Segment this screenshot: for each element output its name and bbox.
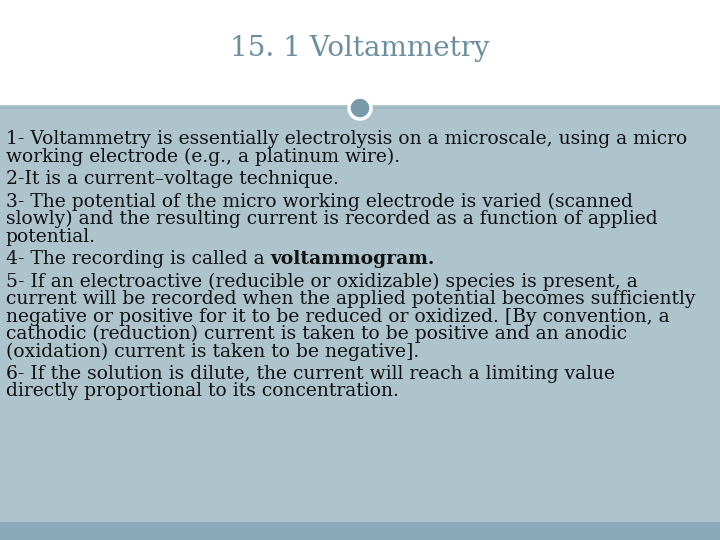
- Circle shape: [349, 97, 371, 119]
- Text: voltammogram.: voltammogram.: [271, 250, 435, 268]
- Text: 4- The recording is called a: 4- The recording is called a: [6, 250, 271, 268]
- Text: 2-It is a current–voltage technique.: 2-It is a current–voltage technique.: [6, 170, 339, 188]
- Text: potential.: potential.: [6, 227, 96, 246]
- Text: (oxidation) current is taken to be negative].: (oxidation) current is taken to be negat…: [6, 342, 419, 361]
- Text: current will be recorded when the applied potential becomes sufficiently: current will be recorded when the applie…: [6, 290, 696, 308]
- Text: 15. 1 Voltammetry: 15. 1 Voltammetry: [230, 35, 490, 62]
- Bar: [0, 0, 720, 105]
- Text: 1- Voltammetry is essentially electrolysis on a microscale, using a micro: 1- Voltammetry is essentially electrolys…: [6, 130, 688, 148]
- Text: negative or positive for it to be reduced or oxidized. [By convention, a: negative or positive for it to be reduce…: [6, 307, 670, 326]
- Text: slowly) and the resulting current is recorded as a function of applied: slowly) and the resulting current is rec…: [6, 210, 657, 228]
- Text: 6- If the solution is dilute, the current will reach a limiting value: 6- If the solution is dilute, the curren…: [6, 365, 615, 383]
- Bar: [0, 522, 720, 540]
- Text: 3- The potential of the micro working electrode is varied (scanned: 3- The potential of the micro working el…: [6, 192, 633, 211]
- Bar: [0, 105, 720, 522]
- Text: directly proportional to its concentration.: directly proportional to its concentrati…: [6, 382, 399, 401]
- Text: cathodic (reduction) current is taken to be positive and an anodic: cathodic (reduction) current is taken to…: [6, 325, 627, 343]
- Text: working electrode (e.g., a platinum wire).: working electrode (e.g., a platinum wire…: [6, 147, 400, 166]
- Text: 5- If an electroactive (reducible or oxidizable) species is present, a: 5- If an electroactive (reducible or oxi…: [6, 273, 638, 291]
